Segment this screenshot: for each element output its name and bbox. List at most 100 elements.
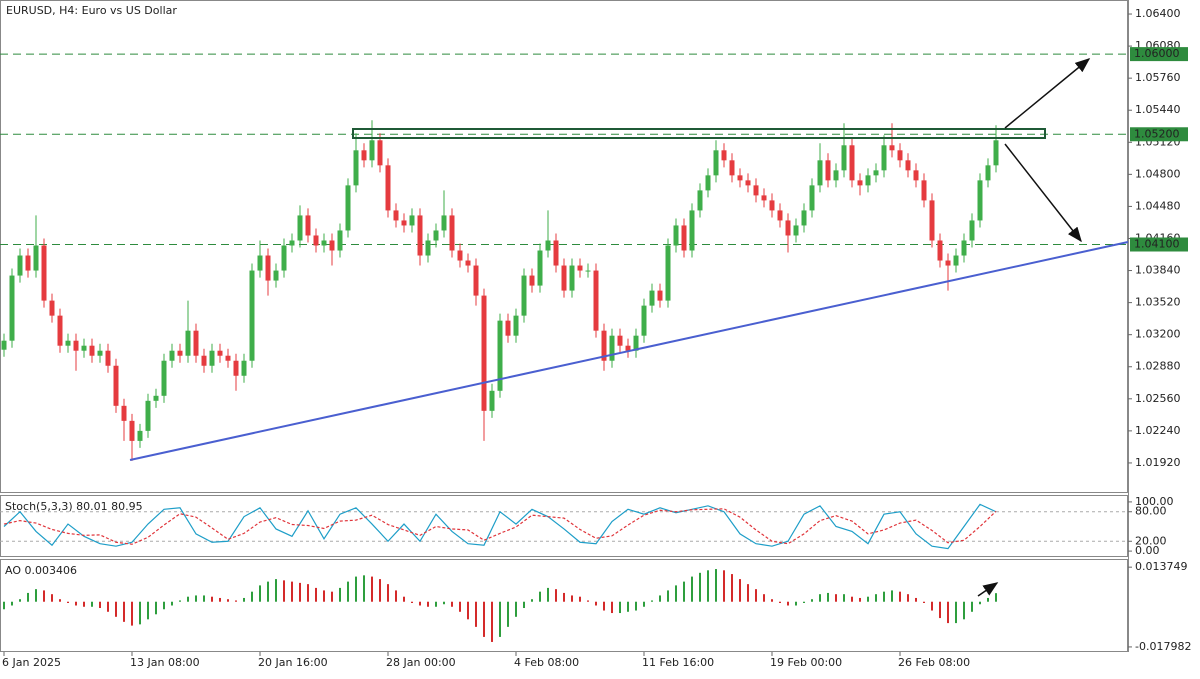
ao-bar bbox=[235, 600, 237, 602]
ao-arrow bbox=[977, 582, 999, 597]
ao-bar bbox=[435, 601, 437, 607]
candle-body bbox=[825, 160, 831, 181]
candle-body bbox=[849, 145, 855, 181]
ao-bar bbox=[931, 601, 933, 611]
ao-bar bbox=[883, 591, 885, 602]
candle-body bbox=[273, 270, 279, 281]
ao-bar bbox=[947, 601, 949, 624]
y-tick-label: -0.017982 bbox=[1135, 640, 1191, 653]
stoch-title: Stoch(5,3,3) 80.01 80.95 bbox=[5, 500, 143, 513]
candle-body bbox=[505, 320, 511, 336]
trendline bbox=[129, 241, 1129, 461]
x-tick-label: 19 Feb 00:00 bbox=[770, 656, 842, 669]
ao-bar bbox=[211, 596, 213, 602]
candle-body bbox=[313, 235, 319, 246]
candle-body bbox=[945, 260, 951, 266]
candle-body bbox=[177, 350, 183, 356]
ao-bar bbox=[483, 601, 485, 637]
ao-bar bbox=[643, 601, 645, 607]
ao-bar bbox=[147, 601, 149, 620]
ao-bar bbox=[899, 591, 901, 602]
level-label: 1.05200 bbox=[1134, 127, 1180, 140]
ao-bar bbox=[651, 600, 653, 602]
candle-body bbox=[561, 265, 567, 291]
ao-bar bbox=[891, 590, 893, 602]
ao-bar bbox=[115, 601, 117, 617]
candle-body bbox=[705, 175, 711, 191]
ao-bar bbox=[595, 601, 597, 606]
ao-bar bbox=[579, 596, 581, 602]
ao-bar bbox=[635, 601, 637, 611]
x-tick-label: 28 Jan 00:00 bbox=[386, 656, 456, 669]
ao-bar bbox=[315, 587, 317, 602]
candle-body bbox=[241, 360, 247, 376]
ao-bar bbox=[355, 576, 357, 602]
candle-body bbox=[721, 150, 727, 161]
ao-bar bbox=[771, 599, 773, 602]
candle-body bbox=[585, 270, 591, 272]
ao-bar bbox=[403, 596, 405, 602]
candle-body bbox=[841, 145, 847, 171]
ao-bar bbox=[43, 590, 45, 602]
candle-body bbox=[257, 255, 263, 271]
candle-body bbox=[73, 340, 79, 351]
candle-body bbox=[185, 330, 191, 356]
ao-bar bbox=[59, 599, 61, 602]
drawings bbox=[129, 58, 1129, 597]
candle-body bbox=[569, 265, 575, 291]
candle-body bbox=[529, 275, 535, 286]
candle-body bbox=[905, 160, 911, 171]
ao-bar bbox=[571, 595, 573, 602]
ao-bar bbox=[787, 601, 789, 606]
y-tick-label: 1.04480 bbox=[1135, 199, 1181, 212]
candle-body bbox=[953, 255, 959, 266]
candle-body bbox=[977, 180, 983, 221]
y-tick-label: 0.013749 bbox=[1135, 560, 1188, 573]
candle-body bbox=[353, 150, 359, 186]
ao-bar bbox=[123, 601, 125, 622]
y-tick-label: 20.00 bbox=[1135, 534, 1167, 547]
ao-bar bbox=[267, 581, 269, 602]
candle-body bbox=[417, 215, 423, 256]
candle-body bbox=[297, 215, 303, 241]
candle-body bbox=[873, 170, 879, 176]
level-label: 1.04100 bbox=[1134, 237, 1180, 250]
ao-bar bbox=[819, 594, 821, 602]
candle-body bbox=[321, 240, 327, 246]
ao-bar bbox=[803, 601, 805, 603]
ao-bar bbox=[851, 596, 853, 602]
x-tick-label: 20 Jan 16:00 bbox=[258, 656, 328, 669]
ao-bar bbox=[619, 601, 621, 614]
ao-bar bbox=[379, 579, 381, 602]
ao-bar bbox=[187, 596, 189, 602]
candle-body bbox=[889, 145, 895, 151]
candle-body bbox=[225, 355, 231, 361]
level-label: 1.06000 bbox=[1134, 47, 1180, 60]
ao-bar bbox=[731, 574, 733, 602]
candle-body bbox=[433, 230, 439, 241]
candle-body bbox=[145, 400, 151, 431]
ao-bar bbox=[451, 601, 453, 607]
ao-bar bbox=[795, 601, 797, 606]
ao-bar bbox=[691, 576, 693, 602]
candle-body bbox=[857, 180, 863, 186]
candle-body bbox=[193, 330, 199, 356]
candle-body bbox=[633, 335, 639, 351]
ao-bar bbox=[699, 572, 701, 602]
candle-body bbox=[921, 180, 927, 201]
ao-bar bbox=[923, 601, 925, 603]
ao-bar bbox=[779, 601, 781, 603]
ao-bar bbox=[427, 601, 429, 607]
ao-bar bbox=[747, 584, 749, 602]
candle-body bbox=[729, 160, 735, 176]
stoch-line bbox=[3, 508, 997, 545]
ao-bar bbox=[411, 601, 413, 603]
candle-body bbox=[305, 215, 311, 236]
candle-body bbox=[369, 140, 375, 161]
candle-body bbox=[441, 215, 447, 231]
y-tick-label: 1.03520 bbox=[1135, 296, 1181, 309]
candle-body bbox=[537, 250, 543, 286]
y-tick-label: 0.00 bbox=[1135, 544, 1160, 557]
ao-name: AO bbox=[5, 564, 21, 577]
ao-bar bbox=[915, 597, 917, 602]
